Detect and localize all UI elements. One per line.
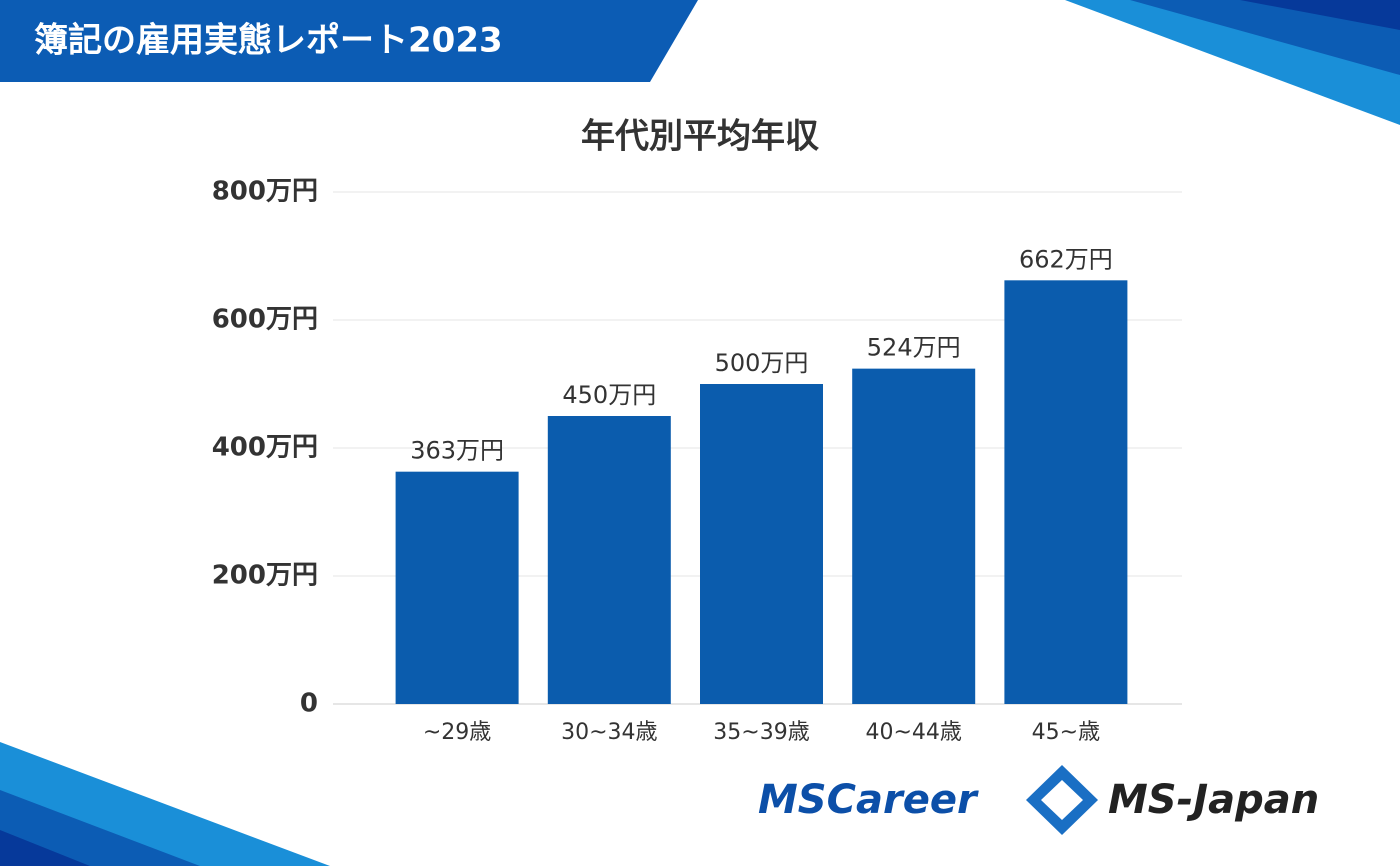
- value-label: 662万円: [1019, 245, 1113, 273]
- decor-stripe: [1130, 0, 1400, 75]
- bar: [547, 416, 671, 704]
- decor-stripe: [1240, 0, 1400, 30]
- value-label: 363万円: [410, 437, 504, 465]
- decor-stripe: [0, 830, 90, 866]
- header-title: 簿記の雇用実態レポート2023: [34, 21, 503, 61]
- x-tick-label: 30~34歳: [561, 720, 657, 745]
- logo-mark: [1041, 780, 1083, 820]
- decor-stripe: [0, 790, 200, 866]
- bar: [852, 368, 976, 704]
- x-tick-label: 40~44歳: [865, 720, 961, 745]
- y-tick-label: 200万円: [212, 561, 318, 591]
- x-tick-label: 35~39歳: [713, 720, 809, 745]
- value-label: 450万円: [562, 381, 656, 409]
- logo-text: MSCareer: [758, 777, 979, 823]
- bar: [395, 471, 519, 704]
- bar: [700, 384, 823, 704]
- header-band: [0, 0, 698, 82]
- value-label: 500万円: [715, 349, 809, 377]
- value-label: 524万円: [867, 334, 961, 362]
- x-tick-label: ~29歳: [423, 720, 491, 745]
- y-tick-label: 600万円: [212, 305, 318, 335]
- x-tick-label: 45~歳: [1032, 720, 1100, 745]
- y-tick-label: 400万円: [212, 433, 318, 463]
- y-tick-label: 0: [300, 689, 318, 719]
- bar: [1004, 280, 1128, 704]
- y-tick-label: 800万円: [212, 177, 318, 207]
- logo-text: MS-Japan: [1108, 777, 1319, 823]
- chart-title: 年代別平均年収: [581, 117, 819, 157]
